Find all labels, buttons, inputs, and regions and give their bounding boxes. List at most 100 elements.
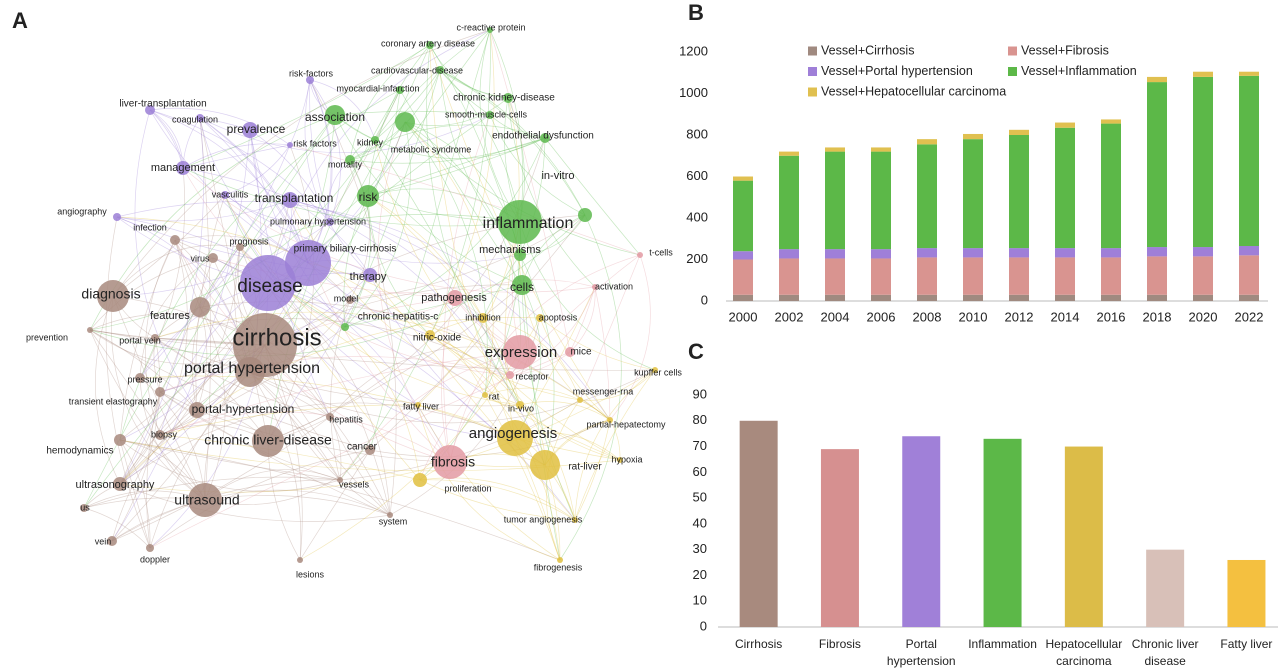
node-label: lesions <box>296 569 325 579</box>
network-node <box>530 450 560 480</box>
node-label: system <box>379 516 408 526</box>
bar-segment <box>917 139 937 145</box>
network-edge <box>521 214 586 286</box>
network-node <box>396 86 404 94</box>
network-node <box>617 457 623 463</box>
network-edge <box>111 295 206 501</box>
node-label: chronic kidney-disease <box>453 93 555 104</box>
network-node <box>341 323 349 331</box>
network-edge <box>159 326 346 436</box>
network-node <box>433 445 467 479</box>
network-edge <box>404 97 509 126</box>
bar-segment <box>1193 294 1213 301</box>
y-tick-label: 0 <box>700 618 707 633</box>
network-node <box>252 425 284 457</box>
network-edge <box>429 44 516 439</box>
network-node <box>170 235 180 245</box>
network-edge <box>429 334 521 406</box>
node-label: receptor <box>515 371 548 381</box>
bar-segment <box>1009 135 1029 249</box>
network-edge <box>119 239 176 441</box>
network-edge <box>374 69 441 141</box>
network-edge <box>419 453 546 481</box>
y-tick-label: 1000 <box>679 85 708 100</box>
node-label: doppler <box>140 554 170 564</box>
network-edge <box>83 507 151 549</box>
network-edge <box>429 334 576 521</box>
bar-segment <box>917 294 937 301</box>
y-tick-label: 200 <box>686 251 708 266</box>
network-edge <box>519 404 621 461</box>
network-edge <box>417 404 561 561</box>
legend-swatch <box>808 67 817 76</box>
bar-segment <box>917 257 937 295</box>
network-edge <box>569 286 596 353</box>
network-edge <box>521 284 576 521</box>
network-edge <box>419 477 576 521</box>
node-label: activation <box>595 281 633 291</box>
network-edge <box>112 194 226 297</box>
y-tick-label: 50 <box>693 490 707 505</box>
network-node <box>363 268 377 282</box>
network-edge <box>249 129 346 328</box>
bar-segment <box>871 147 891 152</box>
node-label: mice <box>570 347 592 358</box>
network-node <box>482 392 488 398</box>
network-edge <box>224 194 419 406</box>
network-edge <box>369 274 576 521</box>
network-edge <box>507 97 596 288</box>
legend-label: Vessel+Hepatocellular carcinoma <box>821 84 1006 98</box>
bar <box>820 449 859 627</box>
node-label: partial-hepatectomy <box>586 419 666 429</box>
network-edge <box>579 369 656 401</box>
network-edge <box>574 369 656 521</box>
node-label: c-reactive protein <box>456 22 525 32</box>
bar-segment <box>871 249 891 259</box>
network-edge <box>377 121 451 463</box>
network-node <box>242 122 258 138</box>
network-edge <box>349 159 370 301</box>
network-edge <box>304 79 371 276</box>
bar-segment <box>825 147 845 152</box>
y-tick-label: 60 <box>693 464 707 479</box>
network-edge <box>479 29 521 223</box>
network-edge <box>154 337 269 442</box>
panel-letter: B <box>688 0 704 25</box>
network-node <box>514 249 526 261</box>
network-edge <box>289 199 371 276</box>
node-label: hemodynamics <box>46 446 113 457</box>
network-edge <box>191 246 241 411</box>
bar-segment <box>1055 294 1075 301</box>
bar-segment <box>1239 294 1259 301</box>
network-edge <box>83 114 336 509</box>
bar-segment <box>1239 255 1259 295</box>
network-edge <box>574 369 656 521</box>
network-edge <box>344 159 371 328</box>
y-tick-label: 90 <box>693 386 707 401</box>
network-edge <box>199 117 269 442</box>
network-node <box>578 208 592 222</box>
network-edge <box>289 199 611 421</box>
bar-segment <box>1101 119 1121 124</box>
bar-segment <box>1055 127 1075 249</box>
network-node <box>415 402 421 408</box>
node-label: portal hypertension <box>184 360 320 377</box>
node-label: myocardial-infarction <box>336 83 419 93</box>
bar-segment <box>1009 294 1029 301</box>
y-tick-label: 10 <box>693 593 707 608</box>
network-edge <box>349 137 546 164</box>
network-edge <box>149 109 309 264</box>
network-edge <box>349 292 456 301</box>
node-label: transplantation <box>255 191 334 205</box>
network-node <box>188 483 222 517</box>
network-node <box>287 142 293 148</box>
y-tick-label: 40 <box>693 515 707 530</box>
network-edge <box>329 346 521 418</box>
node-label: pulmonary hypertension <box>270 216 366 226</box>
network-edge <box>249 129 331 223</box>
network-edge <box>111 479 341 542</box>
network-edge <box>199 117 309 264</box>
network-edge <box>94 295 121 485</box>
node-label: features <box>150 310 190 322</box>
